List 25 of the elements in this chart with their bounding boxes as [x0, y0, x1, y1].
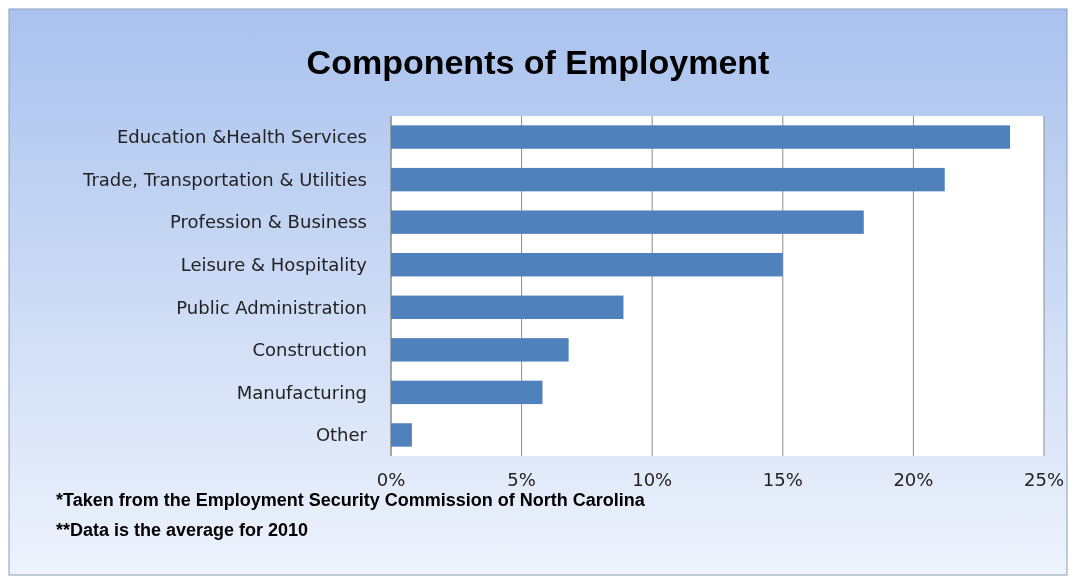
y-tick-label: Public Administration: [176, 296, 367, 318]
bar: [391, 380, 543, 405]
y-tick-label: Education &Health Services: [116, 126, 367, 148]
x-tick-label: 15%: [762, 469, 803, 490]
y-tick-label: Construction: [252, 339, 367, 361]
bar: [391, 210, 864, 234]
x-tick-label: 25%: [1023, 469, 1065, 490]
bar: [391, 338, 569, 362]
bar: [391, 423, 412, 447]
y-tick-label: Trade, Transportation & Utilities: [82, 168, 367, 190]
x-tick-label: 0%: [376, 469, 406, 490]
text: *Taken from the Employment Security Commission of North Carolina: [56, 490, 646, 510]
bar: [391, 167, 945, 192]
y-tick-label: Other: [315, 424, 368, 446]
x-tick-label: 5%: [507, 469, 536, 490]
bar: [391, 125, 1011, 149]
y-tick-label: Profession & Business: [170, 211, 367, 233]
x-tick-label: 10%: [632, 469, 673, 490]
bar: [391, 295, 624, 319]
text: **Data is the average for 2010: [56, 520, 309, 540]
x-tick-label: 20%: [893, 469, 934, 490]
y-tick-label: Manufacturing: [236, 381, 367, 403]
chart-title: Components of Employment: [306, 43, 770, 81]
bar: [391, 253, 783, 277]
y-tick-label: Leisure & Hospitality: [180, 254, 368, 276]
